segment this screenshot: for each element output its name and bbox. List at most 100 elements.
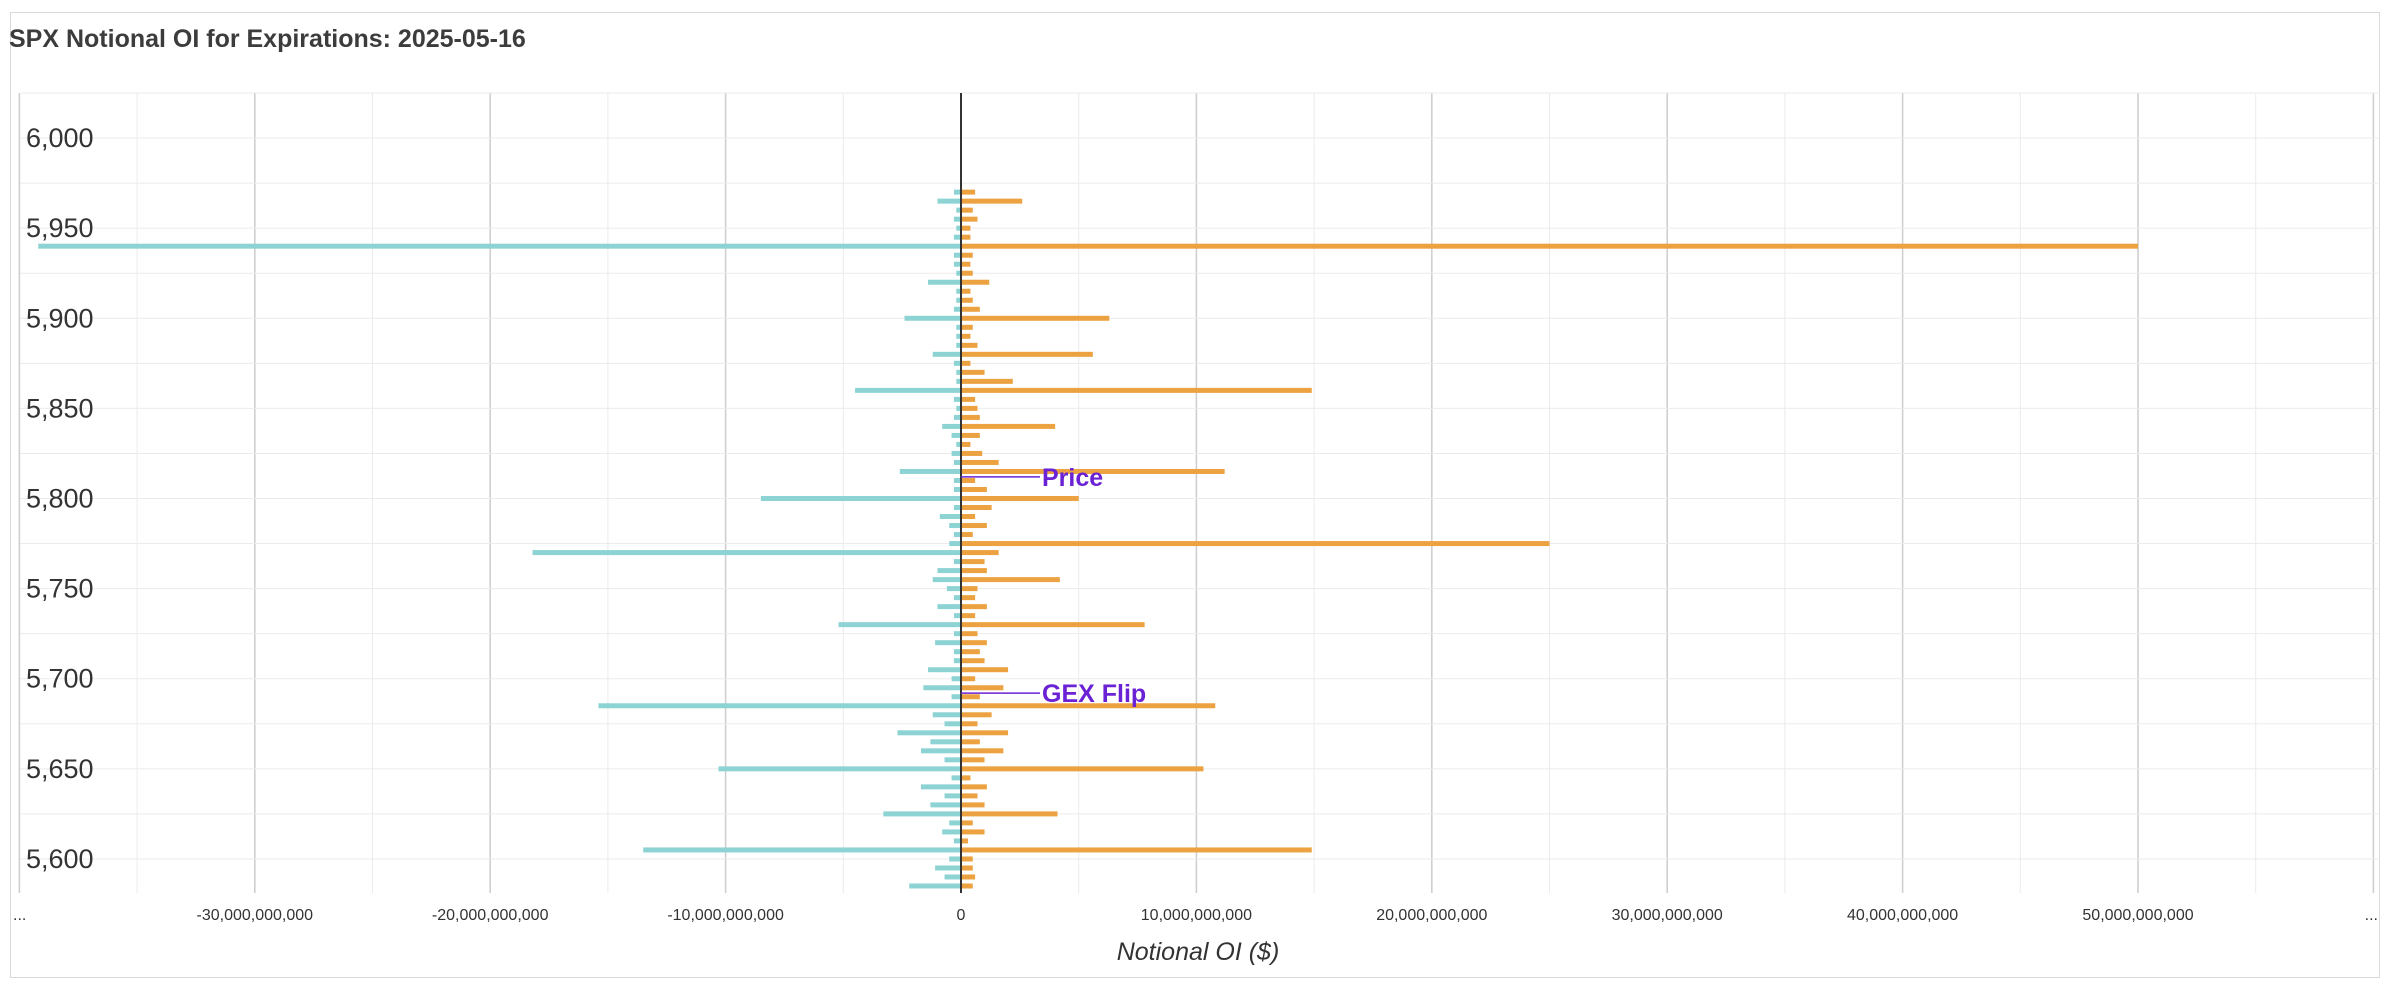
call-bar <box>961 450 983 456</box>
call-bar <box>961 378 1013 384</box>
y-tick-label: 5,700 <box>26 664 94 694</box>
call-bar <box>961 468 1225 474</box>
call-bar <box>961 613 976 619</box>
call-bar <box>961 459 999 465</box>
call-bar <box>961 216 978 222</box>
call-bar <box>961 189 976 195</box>
put-bar <box>942 829 961 835</box>
call-bar <box>961 775 971 781</box>
axis-layer: 5,600 5,650 5,700 5,750 5,800 5,850 5,900 5,950… <box>13 93 2378 924</box>
call-bar <box>961 432 980 438</box>
put-bar <box>718 766 961 772</box>
put-bar <box>953 532 961 538</box>
call-bar <box>961 550 999 556</box>
call-bar <box>961 297 973 303</box>
call-bar <box>961 802 985 808</box>
x-tick-label: 20,000,000,000 <box>1376 907 1487 924</box>
call-bar <box>961 604 987 610</box>
put-bar <box>953 414 961 420</box>
call-bar <box>961 514 976 520</box>
x-axis-label: Notional OI ($) <box>1117 938 1280 966</box>
put-bar <box>932 351 961 357</box>
put-bar <box>944 757 961 763</box>
put-bar <box>904 315 961 321</box>
x-tick-label: 0 <box>957 907 966 924</box>
call-bar <box>961 414 980 420</box>
call-bar <box>961 559 985 565</box>
call-bar <box>961 730 1009 736</box>
call-bar <box>961 288 971 294</box>
put-bar <box>953 595 961 601</box>
put-bar <box>949 523 961 529</box>
call-bar <box>961 568 987 574</box>
put-bar <box>953 216 961 222</box>
x-tick-label: -20,000,000,000 <box>432 907 549 924</box>
put-bar <box>956 342 961 348</box>
put-bar <box>855 387 961 393</box>
call-bar <box>961 486 987 492</box>
x-tick-label: 40,000,000,000 <box>1847 907 1958 924</box>
call-bar <box>961 640 987 646</box>
call-bar <box>961 333 971 339</box>
y-tick-label: 5,900 <box>26 303 94 333</box>
call-bar <box>961 847 1312 853</box>
y-tick-label: 5,950 <box>26 213 94 243</box>
put-bar <box>951 694 961 700</box>
x-tick-label: -10,000,000,000 <box>667 907 784 924</box>
y-tick-label: 5,750 <box>26 574 94 604</box>
put-bar <box>944 874 961 880</box>
call-bar <box>961 234 971 240</box>
put-bar <box>953 649 961 655</box>
call-bar <box>961 595 976 601</box>
y-tick-label: 5,800 <box>26 484 94 514</box>
put-bar <box>956 324 961 330</box>
call-bar <box>961 622 1145 628</box>
x-tick-label: 50,000,000,000 <box>2082 907 2193 924</box>
call-bar <box>961 586 978 592</box>
put-bar <box>953 559 961 565</box>
y-tick-label: 5,650 <box>26 754 94 784</box>
put-bar <box>956 225 961 231</box>
put-bar <box>920 748 961 754</box>
x-tick-label: 10,000,000,000 <box>1141 907 1252 924</box>
put-bar <box>937 604 961 610</box>
put-bar <box>949 541 961 547</box>
call-bar <box>961 784 987 790</box>
call-bar <box>961 252 973 258</box>
put-bar <box>932 577 961 583</box>
put-bar <box>897 730 961 736</box>
put-bar <box>956 270 961 276</box>
put-bar <box>956 333 961 339</box>
put-bar <box>932 712 961 718</box>
call-bar <box>961 243 2138 249</box>
x-edge-label-right: ... <box>2365 907 2378 924</box>
call-bar <box>961 793 978 799</box>
put-bar <box>953 486 961 492</box>
put-bar <box>953 838 961 844</box>
call-bar <box>961 739 980 745</box>
call-bar <box>961 676 976 682</box>
y-tick-label: 5,850 <box>26 393 94 423</box>
call-bar <box>961 694 980 700</box>
put-bar <box>38 243 962 249</box>
call-bar <box>961 631 978 637</box>
call-bar <box>961 865 973 871</box>
call-bar <box>961 667 1009 673</box>
call-bar <box>961 315 1110 321</box>
put-bar <box>532 550 961 556</box>
call-bar <box>961 477 976 483</box>
call-bar <box>961 198 1023 204</box>
call-bar <box>961 721 978 727</box>
put-bar <box>953 396 961 402</box>
put-bar <box>956 378 961 384</box>
put-bar <box>935 640 961 646</box>
put-bar <box>953 459 961 465</box>
put-bar <box>953 477 961 483</box>
annotation-label: Price <box>1042 464 1103 492</box>
put-bar <box>949 856 961 862</box>
put-bar <box>930 802 961 808</box>
put-bar <box>944 721 961 727</box>
put-bar <box>946 586 961 592</box>
put-bar <box>953 252 961 258</box>
call-bar <box>961 342 978 348</box>
